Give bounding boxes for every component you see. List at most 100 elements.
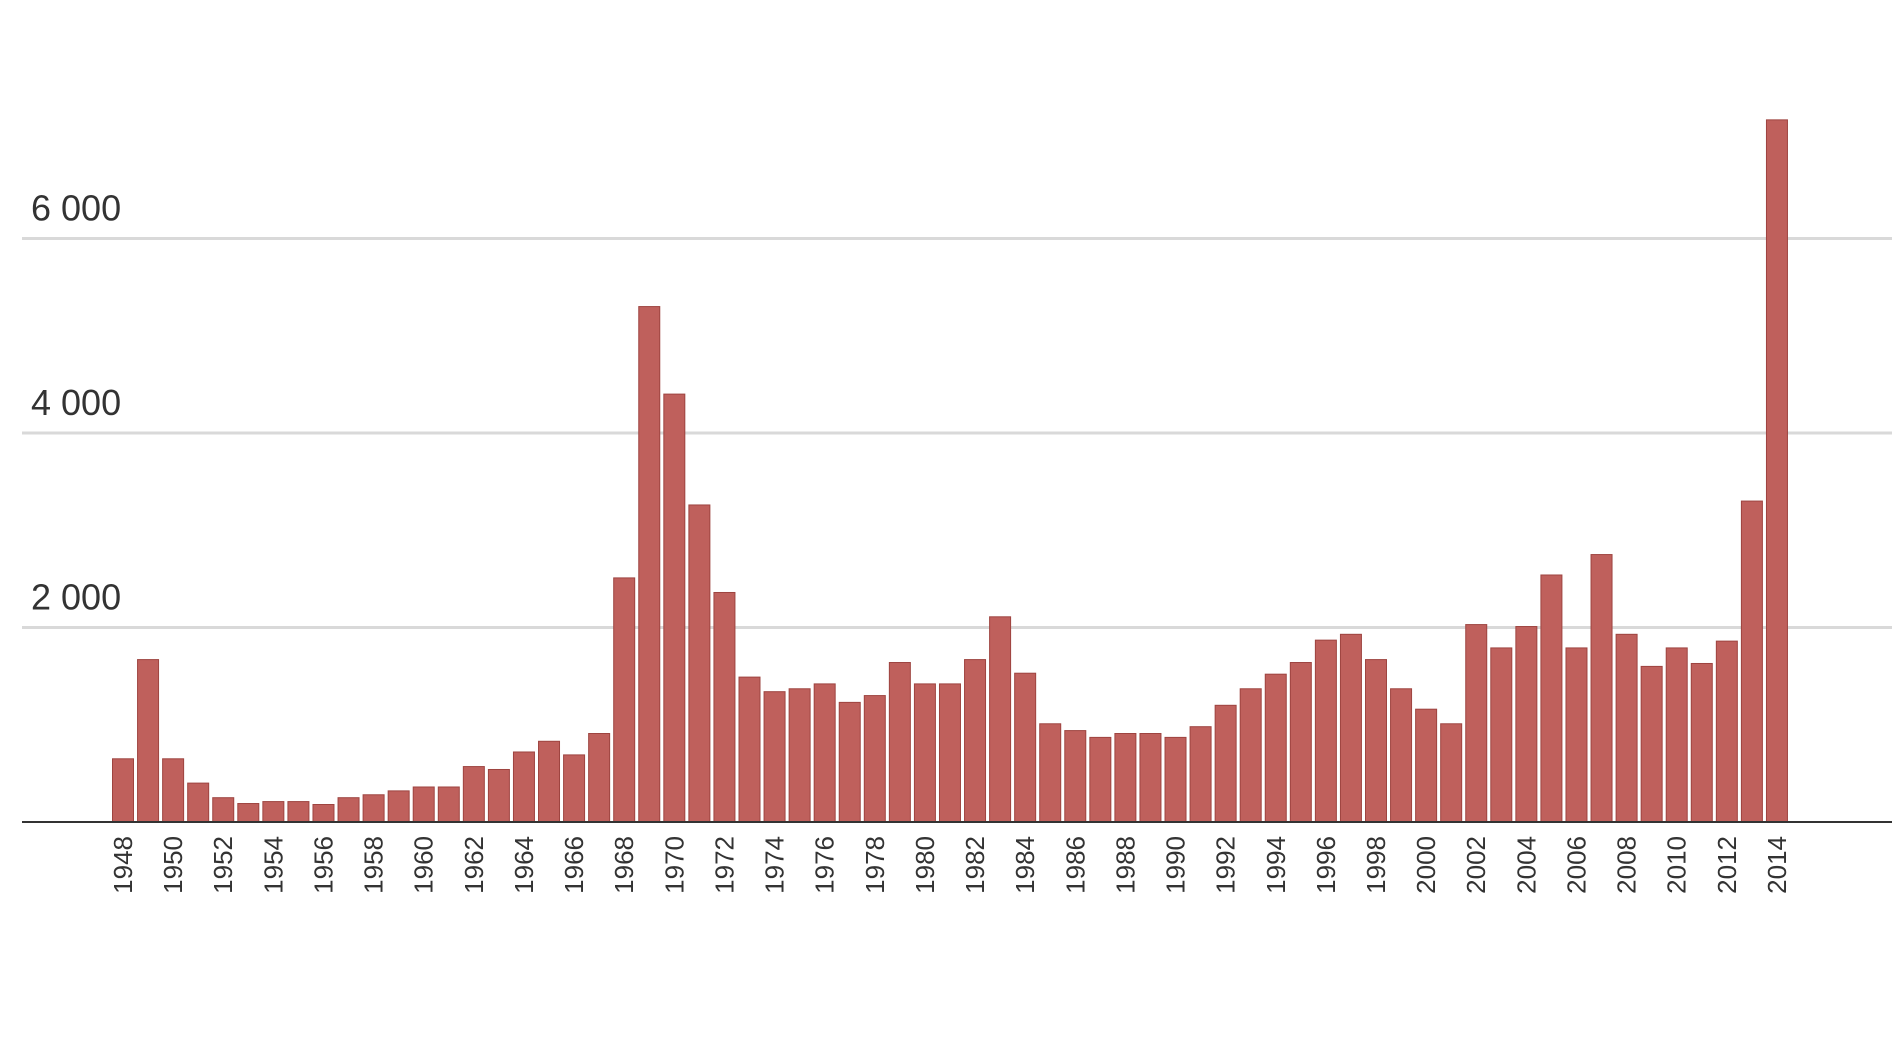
bar-1979 (888, 662, 911, 823)
x-tick-label: 1976 (810, 836, 840, 894)
bar-2011 (1690, 662, 1713, 823)
bar-1972 (713, 591, 736, 823)
bar-1986 (1064, 730, 1087, 823)
bar-2004 (1515, 626, 1538, 823)
bar-1997 (1339, 633, 1362, 823)
x-tick-label: 1950 (158, 836, 188, 894)
bar-1977 (838, 701, 861, 823)
bar-2012 (1715, 640, 1738, 823)
bar-2013 (1740, 500, 1763, 823)
bars (112, 119, 1788, 823)
x-tick-label: 1970 (659, 836, 689, 894)
bar-1957 (337, 797, 360, 823)
x-tick-label: 1956 (308, 836, 338, 894)
x-tick-label: 1952 (208, 836, 238, 894)
x-tick-label: 1996 (1311, 836, 1341, 894)
bar-1949 (137, 659, 160, 823)
bar-2007 (1590, 554, 1613, 823)
bar-1994 (1264, 673, 1287, 823)
x-tick-label: 1994 (1261, 836, 1291, 894)
bar-1954 (262, 801, 285, 823)
y-tick-label: 4 000 (31, 382, 121, 423)
x-tick-label: 1968 (609, 836, 639, 894)
bar-1955 (287, 801, 310, 823)
x-tick-label: 1960 (409, 836, 439, 894)
bar-1992 (1214, 704, 1237, 823)
x-tick-label: 1990 (1161, 836, 1191, 894)
x-tick-label: 2000 (1411, 836, 1441, 894)
bar-1971 (688, 504, 711, 823)
bar-1962 (462, 766, 485, 823)
x-axis-tick-labels: 1948 1950 1952 1954 1956 1958 1960 1962 1964 1966… (108, 836, 1792, 894)
bar-1951 (187, 782, 210, 823)
x-tick-label: 2006 (1561, 836, 1591, 894)
bar-1982 (964, 659, 987, 823)
bar-1956 (312, 804, 335, 823)
bar-1990 (1164, 736, 1187, 823)
y-tick-label: 2 000 (31, 577, 121, 618)
x-tick-label: 1962 (459, 836, 489, 894)
bar-2014 (1765, 119, 1788, 823)
bar-1983 (989, 616, 1012, 823)
bar-1995 (1289, 662, 1312, 823)
bar-1985 (1039, 723, 1062, 823)
x-tick-label: 2008 (1612, 836, 1642, 894)
x-tick-label: 1986 (1060, 836, 1090, 894)
bar-1991 (1189, 726, 1212, 823)
x-tick-label: 1958 (359, 836, 389, 894)
x-tick-label: 1974 (760, 836, 790, 894)
bar-1960 (412, 786, 435, 823)
bar-2002 (1465, 624, 1488, 823)
y-axis-tick-labels: 2 000 4 000 6 000 (31, 188, 121, 618)
bar-1978 (863, 695, 886, 823)
bar-1950 (162, 758, 185, 823)
bar-1958 (362, 794, 385, 823)
bar-1964 (512, 751, 535, 823)
x-tick-label: 2012 (1712, 836, 1742, 894)
y-tick-label: 6 000 (31, 188, 121, 229)
x-tick-label: 1966 (559, 836, 589, 894)
bar-1984 (1014, 672, 1037, 823)
bar-1970 (663, 393, 686, 823)
x-tick-label: 1954 (258, 836, 288, 894)
bar-2008 (1615, 633, 1638, 823)
bar-1967 (588, 733, 611, 823)
bar-1952 (212, 797, 235, 823)
bar-2009 (1640, 665, 1663, 823)
bar-1965 (538, 740, 561, 823)
bar-1989 (1139, 733, 1162, 823)
bar-1953 (237, 803, 260, 823)
bar-1968 (613, 577, 636, 823)
x-tick-label: 1972 (709, 836, 739, 894)
bar-1993 (1239, 688, 1262, 823)
bar-1999 (1390, 688, 1413, 823)
bar-2003 (1490, 647, 1513, 823)
bar-2000 (1415, 708, 1438, 823)
bar-1959 (387, 790, 410, 823)
bar-1963 (487, 768, 510, 823)
bar-1996 (1314, 639, 1337, 823)
bar-1980 (913, 683, 936, 823)
x-tick-label: 1964 (509, 836, 539, 894)
x-tick-label: 1998 (1361, 836, 1391, 894)
x-tick-label: 1982 (960, 836, 990, 894)
bar-2010 (1665, 647, 1688, 823)
x-tick-label: 2014 (1762, 836, 1792, 894)
bar-1961 (437, 786, 460, 823)
bar-1988 (1114, 733, 1137, 823)
y-gridlines (22, 237, 1892, 629)
bar-1981 (938, 683, 961, 823)
bar-1973 (738, 676, 761, 823)
x-tick-label: 2004 (1511, 836, 1541, 894)
x-tick-label: 1992 (1211, 836, 1241, 894)
x-tick-label: 1980 (910, 836, 940, 894)
bar-1987 (1089, 736, 1112, 823)
x-tick-label: 1984 (1010, 836, 1040, 894)
bar-1948 (112, 758, 134, 823)
bar-2005 (1540, 574, 1563, 823)
x-tick-label: 1988 (1110, 836, 1140, 894)
x-tick-label: 1978 (860, 836, 890, 894)
bar-1975 (788, 688, 811, 823)
x-tick-label: 2010 (1662, 836, 1692, 894)
